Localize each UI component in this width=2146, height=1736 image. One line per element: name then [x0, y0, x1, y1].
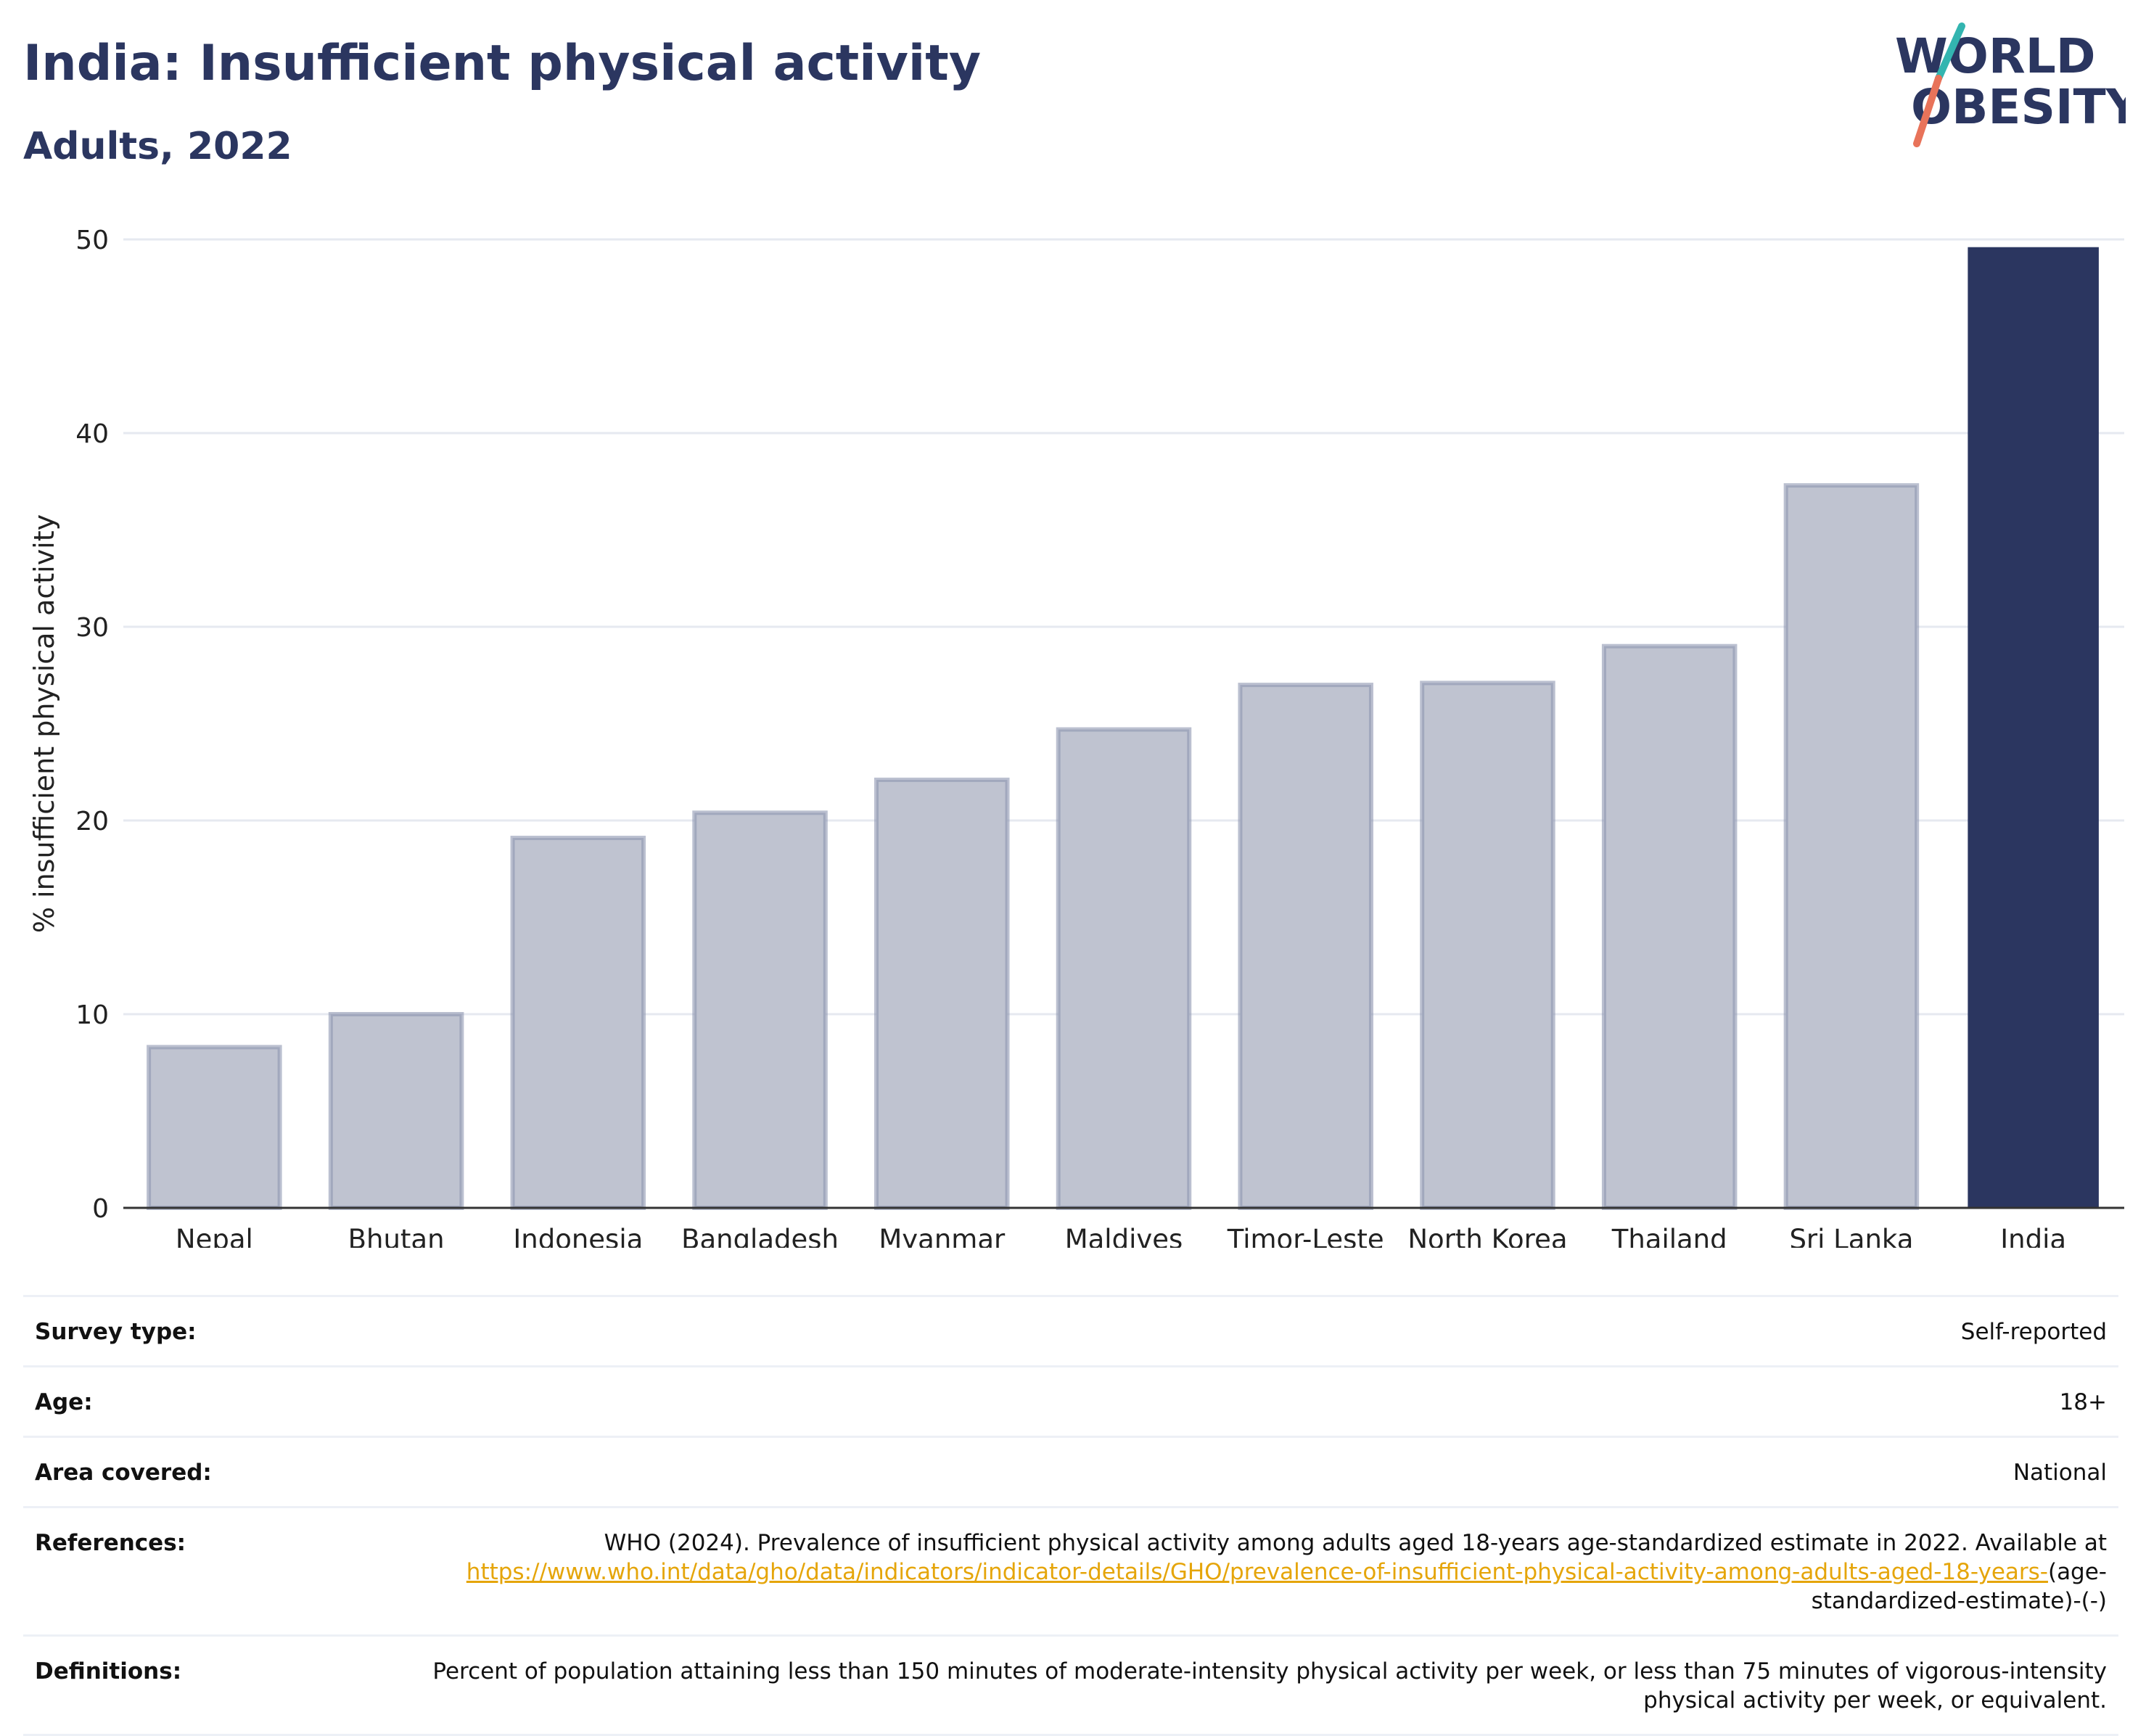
chart-subtitle: Adults, 2022 [23, 125, 292, 168]
bar-nepal [147, 1045, 282, 1211]
bar-myanmar [874, 777, 1010, 1210]
survey-type-row: Survey type: Self-reported [23, 1295, 2118, 1365]
chart-title: India: Insufficient physical activity [23, 35, 982, 92]
bar-india [1968, 247, 2099, 1209]
references-suffix: (age-standardized-estimate)-(-) [1811, 1559, 2107, 1614]
bar-indonesia [510, 836, 646, 1211]
x-tick-label: Indonesia [513, 1224, 643, 1248]
definitions-label: Definitions: [35, 1658, 182, 1684]
y-axis-label: % insufficient physical activity [28, 514, 60, 933]
references-value: WHO (2024). Prevalence of insufficient p… [340, 1529, 2107, 1616]
references-row: References: WHO (2024). Prevalence of in… [23, 1506, 2118, 1634]
x-tick-label: Maldives [1065, 1224, 1183, 1248]
references-link[interactable]: https://www.who.int/data/gho/data/indica… [466, 1559, 2048, 1585]
definitions-value: Percent of population attaining less tha… [432, 1658, 2107, 1714]
bar-maldives [1056, 727, 1192, 1210]
logo-slash-coral [1913, 75, 1942, 147]
info-table: Survey type: Self-reported Age: 18+ Area… [23, 1295, 2118, 1736]
y-tick-label: 10 [75, 1000, 109, 1030]
bar-sri-lanka [1783, 483, 1920, 1210]
age-label: Age: [35, 1389, 93, 1415]
bar-north-korea [1420, 680, 1555, 1210]
survey-type-label: Survey type: [35, 1319, 197, 1345]
age-row: Age: 18+ [23, 1365, 2118, 1436]
x-tick-label: Myanmar [879, 1224, 1006, 1248]
survey-type-value: Self-reported [1960, 1319, 2107, 1345]
world-obesity-logo: WORLD OBESITY [1895, 22, 2126, 147]
axes: 0 10 20 30 40 50 Nepal Bhutan Indonesia Banglades… [75, 226, 2124, 1248]
x-tick-label: Sri Lanka [1789, 1224, 1913, 1248]
definitions-row: Definitions: Percent of population attai… [23, 1634, 2118, 1736]
references-label: References: [35, 1530, 186, 1556]
references-text: WHO (2024). Prevalence of insufficient p… [604, 1530, 2107, 1556]
y-tick-label: 20 [75, 807, 109, 836]
x-tick-label: North Korea [1407, 1224, 1567, 1248]
y-tick-label: 0 [92, 1194, 109, 1224]
bar-bhutan [328, 1012, 464, 1210]
logo-slash-teal [1935, 22, 1965, 82]
area-covered-value: National [2013, 1460, 2107, 1486]
x-tick-label: Bhutan [348, 1224, 445, 1248]
bar-thailand [1601, 643, 1738, 1210]
x-tick-label: Nepal [176, 1224, 253, 1248]
x-tick-label: India [2000, 1224, 2066, 1248]
y-tick-label: 40 [75, 419, 109, 449]
bar-bangladesh [692, 810, 828, 1210]
area-covered-label: Area covered: [35, 1460, 212, 1486]
x-tick-label: Bangladesh [681, 1224, 839, 1248]
bar-timor-leste [1238, 683, 1373, 1210]
x-tick-label: Timor-Leste [1227, 1224, 1384, 1248]
age-value: 18+ [2059, 1389, 2107, 1415]
bar-chart: 0 10 20 30 40 50 Nepal Bhutan Indonesia Banglades… [28, 226, 2124, 1248]
logo-text-obesity: OBESITY [1911, 79, 2126, 135]
area-covered-row: Area covered: National [23, 1436, 2118, 1506]
y-tick-label: 50 [75, 226, 109, 255]
x-tick-label: Thailand [1611, 1224, 1727, 1248]
logo-text-world: WORLD [1895, 28, 2096, 84]
y-tick-label: 30 [75, 613, 109, 643]
bars [147, 247, 2099, 1211]
